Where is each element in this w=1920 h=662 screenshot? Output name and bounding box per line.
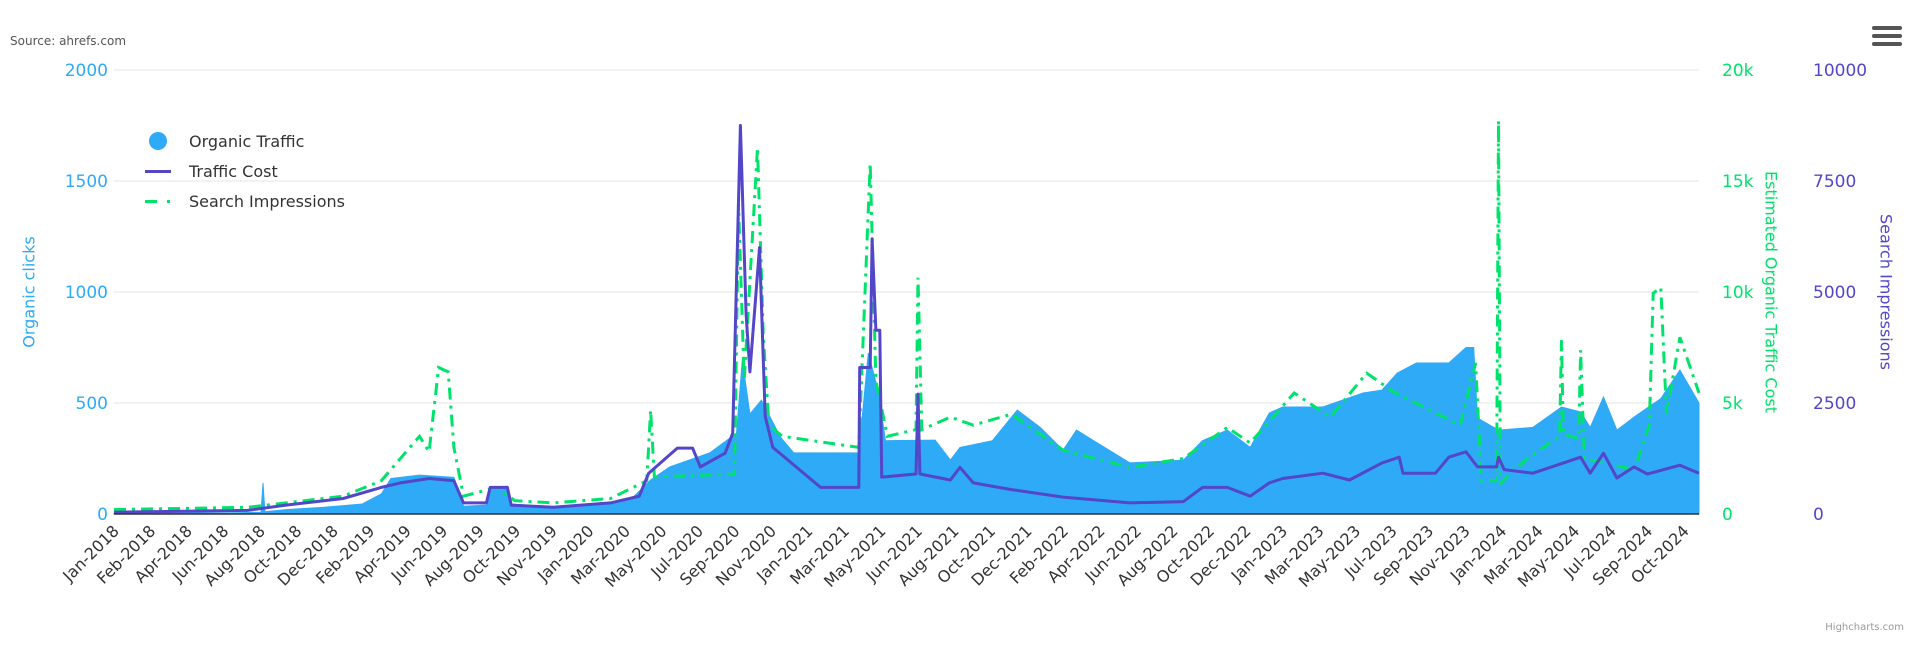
axis-tick-label-right2: 2500 [1813,394,1856,414]
axis-tick-label-right1: 10k [1722,283,1754,303]
dash-dot-icon [145,193,177,209]
series-line-search-impressions [113,120,1701,512]
axis-tick-label-left: 1000 [65,283,108,303]
source-label: Source: ahrefs.com [10,34,127,48]
series-line-traffic-cost [113,124,1700,514]
axis-tick-label-right2: 10000 [1813,61,1867,81]
axis-tick-label-left: 0 [97,505,108,525]
legend-item-organic-traffic[interactable]: Organic Traffic [145,126,345,156]
axis-tick-label-right1: 5k [1722,394,1743,414]
axis-tick-label-left: 1500 [65,172,108,192]
legend-item-traffic-cost[interactable]: Traffic Cost [145,156,345,186]
axis-title-right1: Estimated Organic Traffic Cost [1762,171,1781,413]
hamburger-menu-icon[interactable] [1872,26,1902,46]
axis-tick-label-right2: 7500 [1813,172,1856,192]
axis-title-right2: Search Impressions [1877,214,1896,370]
axis-tick-label-right1: 20k [1722,61,1754,81]
axis-tick-label-left: 2000 [65,61,108,81]
line-icon [145,163,177,179]
axis-tick-label-left: 500 [76,394,108,414]
axis-tick-label-right1: 15k [1722,172,1754,192]
legend: Organic Traffic Traffic Cost Search Impr… [145,126,345,216]
highcharts-credit[interactable]: Highcharts.com [1825,622,1904,633]
legend-label: Traffic Cost [189,161,278,181]
legend-label: Search Impressions [189,191,345,211]
axis-tick-label-right2: 5000 [1813,283,1856,303]
circle-icon [145,132,177,150]
axis-title-left: Organic clicks [20,236,39,347]
axis-tick-label-right2: 0 [1813,505,1824,525]
axis-tick-label-right1: 0 [1722,505,1733,525]
legend-label: Organic Traffic [189,131,305,151]
legend-item-search-impressions[interactable]: Search Impressions [145,186,345,216]
